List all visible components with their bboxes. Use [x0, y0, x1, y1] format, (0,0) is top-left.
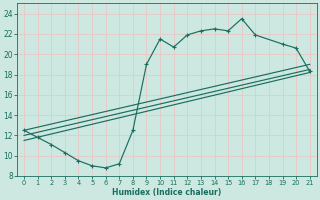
X-axis label: Humidex (Indice chaleur): Humidex (Indice chaleur)	[112, 188, 221, 197]
